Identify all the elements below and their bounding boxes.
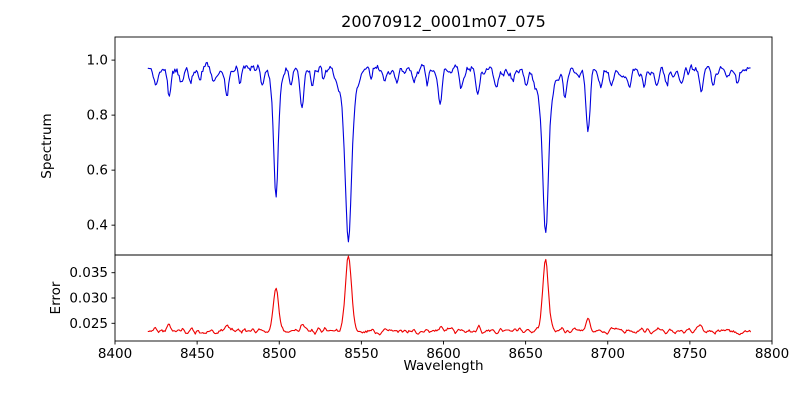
error-y-tick-label: 0.025 [69,316,108,332]
x-tick-label: 8650 [508,346,542,362]
spectrum-y-tick-label: 0.4 [87,218,108,234]
x-tick-label: 8750 [673,346,707,362]
error-y-tick-label: 0.035 [69,265,108,281]
x-tick-label: 8500 [262,346,296,362]
error-y-axis-label: Error [48,281,64,315]
x-axis-label: Wavelength [403,358,484,374]
chart-title: 20070912_0001m07_075 [341,12,546,31]
spectrum-line [147,61,751,243]
x-tick-label: 8800 [755,346,789,362]
x-tick-label: 8550 [344,346,378,362]
spectrum-y-tick-label: 0.8 [87,108,108,124]
x-tick-label: 8700 [591,346,625,362]
error-line [147,255,752,336]
x-tick-label: 8450 [180,346,214,362]
x-tick-label: 8600 [426,346,460,362]
spectrum-y-tick-label: 0.6 [87,163,108,179]
spectrum-y-axis-label: Spectrum [39,113,55,179]
spectrum-y-tick-label: 1.0 [87,53,108,69]
x-tick-label: 8400 [98,346,132,362]
error-y-tick-label: 0.030 [69,291,108,307]
